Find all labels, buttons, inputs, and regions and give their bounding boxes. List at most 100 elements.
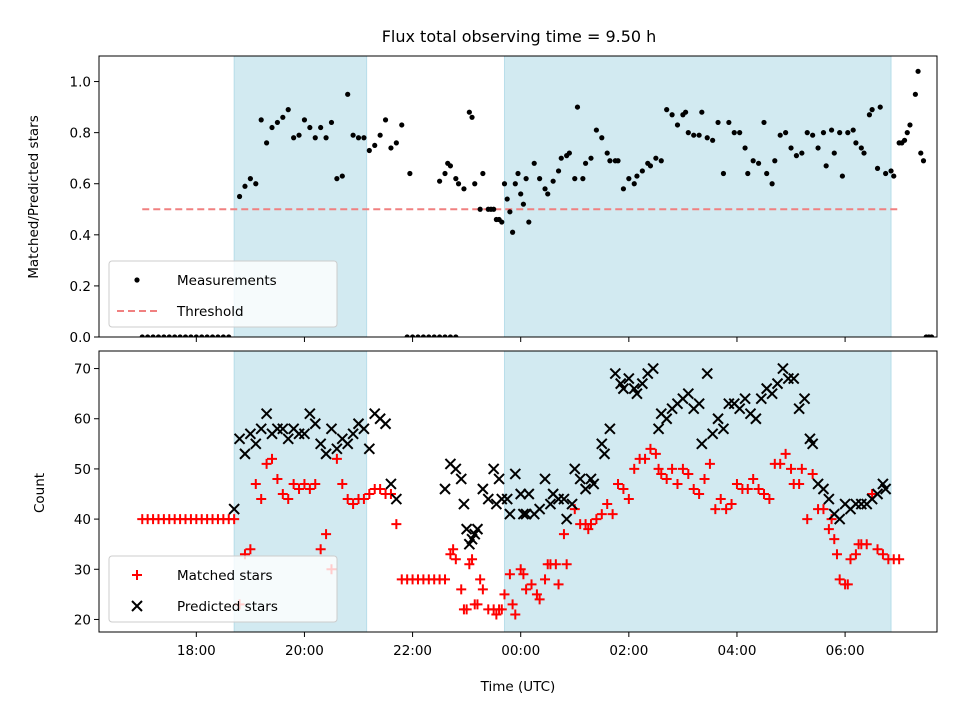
count-point [331,443,343,455]
ratio-point [715,119,721,126]
count-point [445,549,456,560]
count-point [539,473,551,485]
ratio-point [291,135,297,141]
ratio-point [447,334,454,337]
ratio-point [877,104,883,110]
count-point [255,423,267,435]
ratio-point [312,135,318,141]
ratio-point [461,186,467,192]
count-point [871,488,884,500]
ratio-point [226,334,232,337]
ratio-point [334,176,340,182]
ratio-point [631,181,637,187]
ratio-point [639,168,645,174]
count-point [282,433,294,445]
count-point [321,529,332,540]
count-legend-handle [132,570,142,580]
ratio-point [236,193,243,200]
ratio-point [466,109,472,115]
ratio-point [823,163,829,169]
count-point [569,463,581,475]
count-point [733,402,746,415]
ratio-point [604,150,610,156]
ratio-point [526,219,532,225]
ratio-point [437,178,443,184]
ratio-point [658,158,664,164]
ratio-plot: 0.0 0.2 0.4 0.6 0.8 1.0 Measurements Threshold [70,55,938,346]
ratio-point [696,132,702,138]
count-point [364,489,375,500]
ratio-point [253,181,259,187]
ratio-point [764,170,770,177]
count-point [467,554,478,565]
ratio-point [242,183,248,189]
ratio-point [472,181,478,187]
count-point [496,604,507,615]
count-point [583,524,594,535]
count-point [585,519,596,530]
ratio-point [531,160,537,166]
ratio-legend: Measurements Threshold [108,260,338,328]
ratio-point [188,334,194,337]
count-point [558,493,570,505]
ratio-point [199,334,205,337]
ratio-point [858,145,864,151]
count-point [309,418,321,430]
ratio-legend-label: Threshold [176,304,244,320]
count-point [667,463,678,474]
count-point [477,584,488,595]
ratio-point [258,117,264,123]
count-point [304,408,316,420]
ratio-point [215,334,221,337]
count-point [461,604,472,615]
count-point [788,372,800,385]
ratio-point [499,219,505,225]
count-point [618,483,629,494]
count-point [652,423,665,435]
ratio-point [361,135,367,141]
ratio-point [537,176,543,182]
ratio-axes-frame [98,55,938,338]
ratio-point [145,334,151,337]
ratio-point [480,170,486,177]
count-point [314,438,327,450]
ratio-point [415,334,421,337]
ratio-point [193,334,199,337]
count-point [440,574,451,585]
ratio-point [620,186,627,192]
ratio-point [804,130,810,136]
count-point [471,523,484,535]
ratio-point [280,114,286,120]
count-point [629,463,640,474]
count-point [553,579,564,590]
count-point [534,594,545,605]
ratio-point [442,334,448,337]
count-point [823,524,834,535]
count-point [623,494,634,505]
x-tick-label: 04:00 [718,643,757,659]
count-point [504,508,516,520]
count-point [337,478,348,489]
ratio-point [691,132,697,138]
ratio-point [515,170,521,177]
count-point [823,493,835,505]
count-point [645,443,656,454]
count-point [748,473,759,484]
ratio-point [912,91,918,97]
count-point [358,423,370,435]
count-point [653,463,664,474]
ratio-point [742,145,748,151]
count-point [493,473,505,485]
ratio-point [350,132,356,138]
count-point [591,514,602,525]
ratio-point [772,158,778,164]
count-point [640,453,651,464]
count-point [894,554,905,565]
ratio-point [820,130,827,136]
count-point [694,489,705,500]
ratio-point [507,209,513,215]
ratio-point [274,119,281,126]
count-point [521,584,532,595]
count-point [455,473,467,485]
count-point [288,478,299,489]
